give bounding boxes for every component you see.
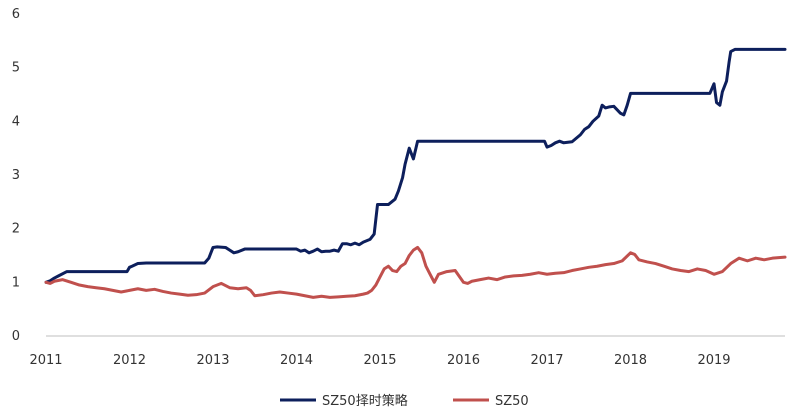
series-line-sz50 (44, 245, 787, 299)
legend-label: SZ50择时策略 (322, 393, 408, 409)
x-tick-label: 2012 (113, 353, 146, 368)
y-tick-label: 0 (12, 329, 20, 344)
y-tick-label: 2 (12, 222, 20, 237)
x-tick-label: 2013 (196, 353, 229, 368)
x-tick-label: 2016 (447, 353, 480, 368)
x-tick-label: 2014 (280, 353, 313, 368)
y-tick-label: 3 (12, 168, 20, 183)
x-tick-label: 2017 (530, 353, 563, 368)
series-line-sz50-timing-strategy (44, 47, 787, 284)
legend: SZ50择时策略 SZ50 (280, 393, 529, 409)
x-tick-label: 2015 (363, 353, 396, 368)
series-layer (44, 47, 787, 299)
y-tick-label: 6 (12, 7, 20, 22)
x-axis: 2011 2012 2013 2014 2015 2016 2017 2018 2019 (29, 335, 785, 368)
y-tick-label: 1 (12, 275, 20, 290)
x-tick-label: 2019 (697, 353, 730, 368)
y-axis: 0 1 2 3 4 5 6 (12, 7, 20, 344)
legend-item-sz50-timing-strategy: SZ50择时策略 (280, 393, 408, 409)
legend-label: SZ50 (495, 394, 529, 409)
x-tick-label: 2011 (29, 353, 62, 368)
x-tick-label: 2018 (614, 353, 647, 368)
y-tick-label: 5 (12, 61, 20, 76)
y-tick-label: 4 (12, 114, 20, 129)
legend-item-sz50: SZ50 (453, 394, 529, 409)
